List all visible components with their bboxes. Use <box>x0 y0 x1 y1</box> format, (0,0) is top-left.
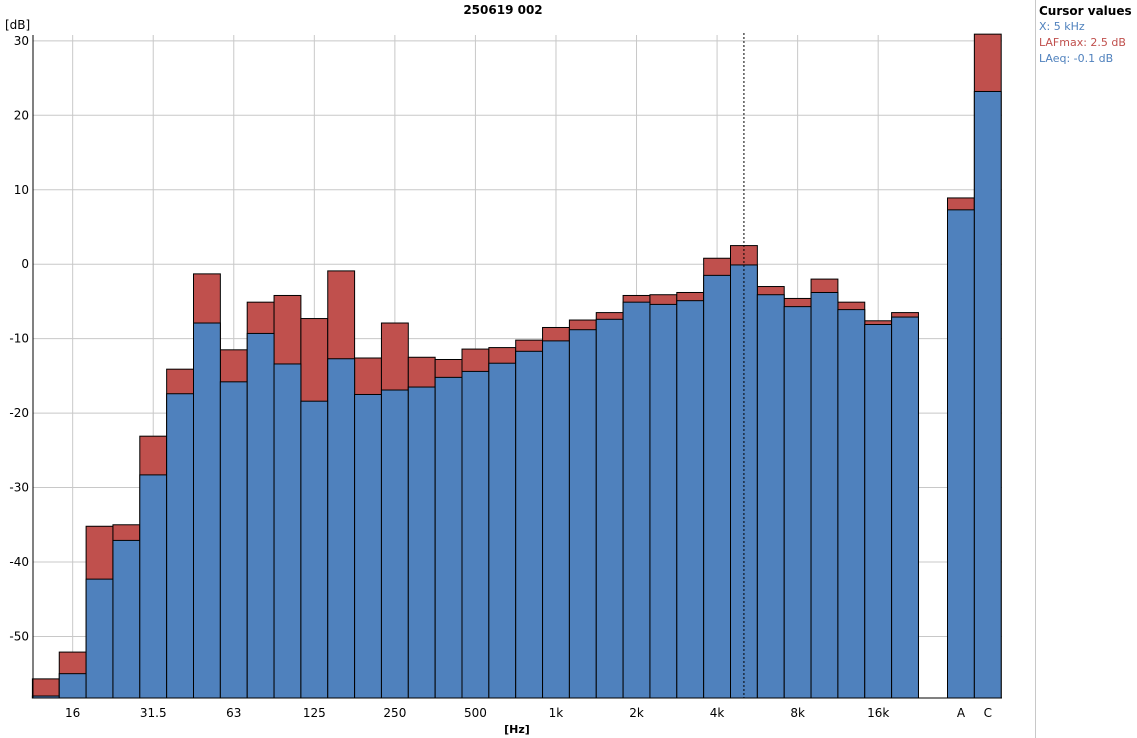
laeq-bar <box>166 393 194 699</box>
laeq-bar <box>139 474 168 699</box>
laeq-bar <box>112 539 141 699</box>
axes <box>32 35 1002 699</box>
laeq-bar <box>85 578 114 699</box>
laeq-bar <box>380 389 409 699</box>
y-tick-label: -50 <box>9 629 29 643</box>
x-tick-label: 1k <box>549 706 564 720</box>
cursor-values-panel: Cursor values X: 5 kHz LAFmax: 2.5 dB LA… <box>1035 0 1137 738</box>
x-tick-label: 16 <box>65 706 80 720</box>
laeq-bar <box>354 393 382 699</box>
y-tick-label: 0 <box>21 257 29 271</box>
laeq-bar <box>756 294 785 699</box>
laeq-bar <box>676 300 705 699</box>
laeq-bar <box>595 318 624 699</box>
laeq-bar <box>947 209 975 699</box>
y-axis-label: [dB] <box>5 18 30 32</box>
laeq-bar <box>300 400 329 699</box>
x-tick-label: 250 <box>383 706 406 720</box>
x-tick-label: 8k <box>790 706 805 720</box>
cursor-panel-title: Cursor values <box>1039 4 1132 18</box>
x-tick-label: 4k <box>710 706 725 720</box>
laeq-bar <box>246 332 275 699</box>
x-tick-label: 125 <box>303 706 326 720</box>
laeq-bar <box>810 291 839 699</box>
x-tick-label: C <box>984 706 992 720</box>
laeq-bar <box>193 322 221 699</box>
x-tick-label: 31.5 <box>140 706 167 720</box>
laeq-bar <box>649 303 678 699</box>
cursor-lafmax-value: LAFmax: 2.5 dB <box>1039 36 1126 49</box>
laeq-bar <box>407 386 436 699</box>
x-tick-label: 2k <box>629 706 644 720</box>
y-tick-label: -10 <box>9 332 29 346</box>
laeq-bar <box>622 301 651 699</box>
x-tick-label: 16k <box>867 706 889 720</box>
y-tick-label: -20 <box>9 406 29 420</box>
laeq-bar <box>461 370 490 699</box>
laeq-bar <box>219 381 248 699</box>
spectrum-chart: 30 20 10 0 -10 -20 -30 -40 -50 16 31.5 63 125 250 500… <box>5 3 1002 736</box>
y-tick-label: -30 <box>9 481 29 495</box>
laeq-bar <box>837 309 866 699</box>
cursor-x-value: X: 5 kHz <box>1039 20 1085 33</box>
x-axis-label: [Hz] <box>504 723 530 736</box>
laeq-bar <box>434 376 463 699</box>
y-tick-label: 20 <box>14 108 29 122</box>
laeq-bar <box>864 324 893 699</box>
y-tick-label: 10 <box>14 183 29 197</box>
laeq-bar <box>542 340 570 699</box>
y-tick-label: -40 <box>9 555 29 569</box>
laeq-bar <box>488 362 517 699</box>
laeq-bar <box>515 350 544 699</box>
laeq-bar <box>327 358 356 699</box>
y-tick-labels: 30 20 10 0 -10 -20 -30 -40 -50 <box>9 34 29 644</box>
y-tick-label: 30 <box>14 34 29 48</box>
laeq-bar <box>783 306 812 699</box>
laeq-bar <box>973 90 1002 699</box>
x-tick-labels: 16 31.5 63 125 250 500 1k 2k 4k 8k 16k A C <box>65 706 992 720</box>
x-tick-label: A <box>957 706 966 720</box>
lafmax-bar <box>31 678 60 699</box>
x-tick-label: 500 <box>464 706 487 720</box>
laeq-bar <box>891 316 919 699</box>
laeq-bar <box>58 673 87 699</box>
cursor-laeq-value: LAeq: -0.1 dB <box>1039 52 1114 65</box>
x-tick-label: 63 <box>226 706 241 720</box>
laeq-bar <box>273 363 302 699</box>
laeq-bar <box>568 329 597 699</box>
chart-title: 250619 002 <box>463 3 542 17</box>
laeq-bar <box>703 274 732 699</box>
laeq-series <box>31 90 1002 699</box>
